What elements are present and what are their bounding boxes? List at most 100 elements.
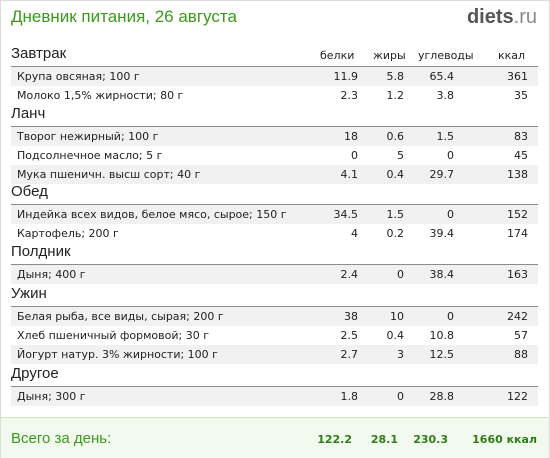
- food-kcal: 83: [514, 130, 528, 143]
- food-row: Картофель; 200 г 4 0.2 39.4 174: [11, 224, 538, 243]
- food-row: Дыня; 300 г 1.8 0 28.8 122: [11, 387, 538, 406]
- food-carbs: 10.8: [429, 329, 455, 342]
- food-carbs: 12.5: [429, 348, 455, 361]
- food-protein: 2.5: [340, 329, 359, 342]
- food-row: Творог нежирный; 100 г 18 0.6 1.5 83: [11, 127, 538, 146]
- daily-total: Всего за день: 122.2 28.1 230.3 1660 кка…: [1, 417, 549, 458]
- food-fat: 1.5: [386, 208, 405, 221]
- total-kcal: 1660 ккал: [472, 433, 537, 446]
- meal-divider: [11, 66, 538, 67]
- food-row: Белая рыба, все виды, сырая; 200 г 38 10 0 2…: [11, 307, 538, 326]
- food-name: Дыня; 400 г: [17, 268, 86, 281]
- food-protein: 0: [351, 149, 358, 162]
- food-carbs: 0: [447, 208, 454, 221]
- food-name: Творог нежирный; 100 г: [17, 130, 159, 143]
- food-fat: 0.4: [386, 329, 405, 342]
- food-kcal: 122: [507, 390, 528, 403]
- meal-divider: [11, 264, 538, 265]
- column-header-protein: белки: [320, 49, 355, 62]
- food-row: Мука пшеничн. высш сорт; 40 г 4.1 0.4 29.7 1…: [11, 165, 538, 184]
- food-fat: 0.6: [386, 130, 405, 143]
- food-carbs: 38.4: [429, 268, 455, 281]
- logo-brand: diets: [466, 6, 514, 28]
- food-protein: 1.8: [340, 390, 359, 403]
- food-name: Молоко 1,5% жирности; 80 г: [17, 89, 184, 102]
- column-header-kcal: ккал: [498, 49, 526, 62]
- column-header-fat: жиры: [373, 49, 406, 62]
- food-carbs: 39.4: [429, 227, 455, 240]
- meal-divider: [11, 386, 538, 387]
- meal-divider: [11, 126, 538, 127]
- food-row: Подсолнечное масло; 5 г 0 5 0 45: [11, 146, 538, 165]
- food-row: Йогурт натур. 3% жирности; 100 г 2.7 3 12.5…: [11, 345, 538, 364]
- food-fat: 5: [397, 149, 404, 162]
- food-kcal: 174: [507, 227, 528, 240]
- meal-title: Полдник: [11, 243, 71, 260]
- food-name: Йогурт натур. 3% жирности; 100 г: [17, 348, 218, 361]
- column-header-carbs: углеводы: [418, 49, 474, 62]
- site-logo[interactable]: diets.ru: [467, 6, 537, 29]
- food-row: Молоко 1,5% жирности; 80 г 2.3 1.2 3.8 35: [11, 86, 538, 105]
- food-name: Картофель; 200 г: [17, 227, 119, 240]
- meal-divider: [11, 204, 538, 205]
- food-fat: 0: [397, 390, 404, 403]
- food-name: Индейка всех видов, белое мясо, сырое; 1…: [17, 208, 287, 221]
- food-carbs: 3.8: [436, 89, 455, 102]
- meal-title: Завтрак: [11, 45, 67, 62]
- food-protein: 2.3: [340, 89, 359, 102]
- food-name: Белая рыба, все виды, сырая; 200 г: [17, 310, 224, 323]
- food-row: Дыня; 400 г 2.4 0 38.4 163: [11, 265, 538, 284]
- food-row: Крупа овсяная; 100 г 11.9 5.8 65.4 361: [11, 67, 538, 86]
- food-kcal: 361: [507, 70, 528, 83]
- food-kcal: 242: [507, 310, 528, 323]
- total-label: Всего за день:: [11, 430, 112, 447]
- food-name: Мука пшеничн. высш сорт; 40 г: [17, 168, 201, 181]
- meal-title: Другое: [11, 365, 59, 382]
- food-protein: 18: [344, 130, 358, 143]
- food-fat: 5.8: [386, 70, 405, 83]
- meal-title: Ланч: [11, 105, 46, 122]
- food-kcal: 57: [514, 329, 528, 342]
- food-protein: 2.4: [340, 268, 359, 281]
- food-fat: 0.4: [386, 168, 405, 181]
- total-carbs: 230.3: [413, 433, 448, 446]
- food-carbs: 65.4: [429, 70, 455, 83]
- total-fat: 28.1: [370, 433, 398, 446]
- food-name: Подсолнечное масло; 5 г: [17, 149, 163, 162]
- food-protein: 2.7: [340, 348, 359, 361]
- food-kcal: 152: [507, 208, 528, 221]
- meal-title: Ужин: [11, 285, 47, 302]
- page-title: Дневник питания, 26 августа: [11, 7, 237, 26]
- food-kcal: 163: [507, 268, 528, 281]
- food-protein: 34.5: [333, 208, 359, 221]
- total-protein: 122.2: [317, 433, 352, 446]
- meal-divider: [11, 306, 538, 307]
- food-fat: 0: [397, 268, 404, 281]
- food-protein: 4.1: [340, 168, 359, 181]
- food-row: Индейка всех видов, белое мясо, сырое; 1…: [11, 205, 538, 224]
- food-kcal: 88: [514, 348, 528, 361]
- food-name: Дыня; 300 г: [17, 390, 86, 403]
- food-name: Крупа овсяная; 100 г: [17, 70, 140, 83]
- food-carbs: 28.8: [429, 390, 455, 403]
- food-carbs: 0: [447, 310, 454, 323]
- meal-title: Обед: [11, 183, 48, 200]
- logo-tld: .ru: [513, 6, 537, 28]
- food-fat: 1.2: [386, 89, 405, 102]
- food-kcal: 45: [514, 149, 528, 162]
- food-kcal: 35: [514, 89, 528, 102]
- food-protein: 11.9: [333, 70, 359, 83]
- header: Дневник питания, 26 августа diets.ru: [1, 1, 549, 35]
- food-name: Хлеб пшеничный формовой; 30 г: [17, 329, 209, 342]
- food-carbs: 1.5: [436, 130, 455, 143]
- food-carbs: 29.7: [429, 168, 455, 181]
- food-fat: 10: [390, 310, 404, 323]
- food-fat: 3: [397, 348, 404, 361]
- food-fat: 0.2: [386, 227, 405, 240]
- food-protein: 38: [344, 310, 358, 323]
- food-kcal: 138: [507, 168, 528, 181]
- food-carbs: 0: [447, 149, 454, 162]
- food-protein: 4: [351, 227, 358, 240]
- food-row: Хлеб пшеничный формовой; 30 г 2.5 0.4 10.8 5…: [11, 326, 538, 345]
